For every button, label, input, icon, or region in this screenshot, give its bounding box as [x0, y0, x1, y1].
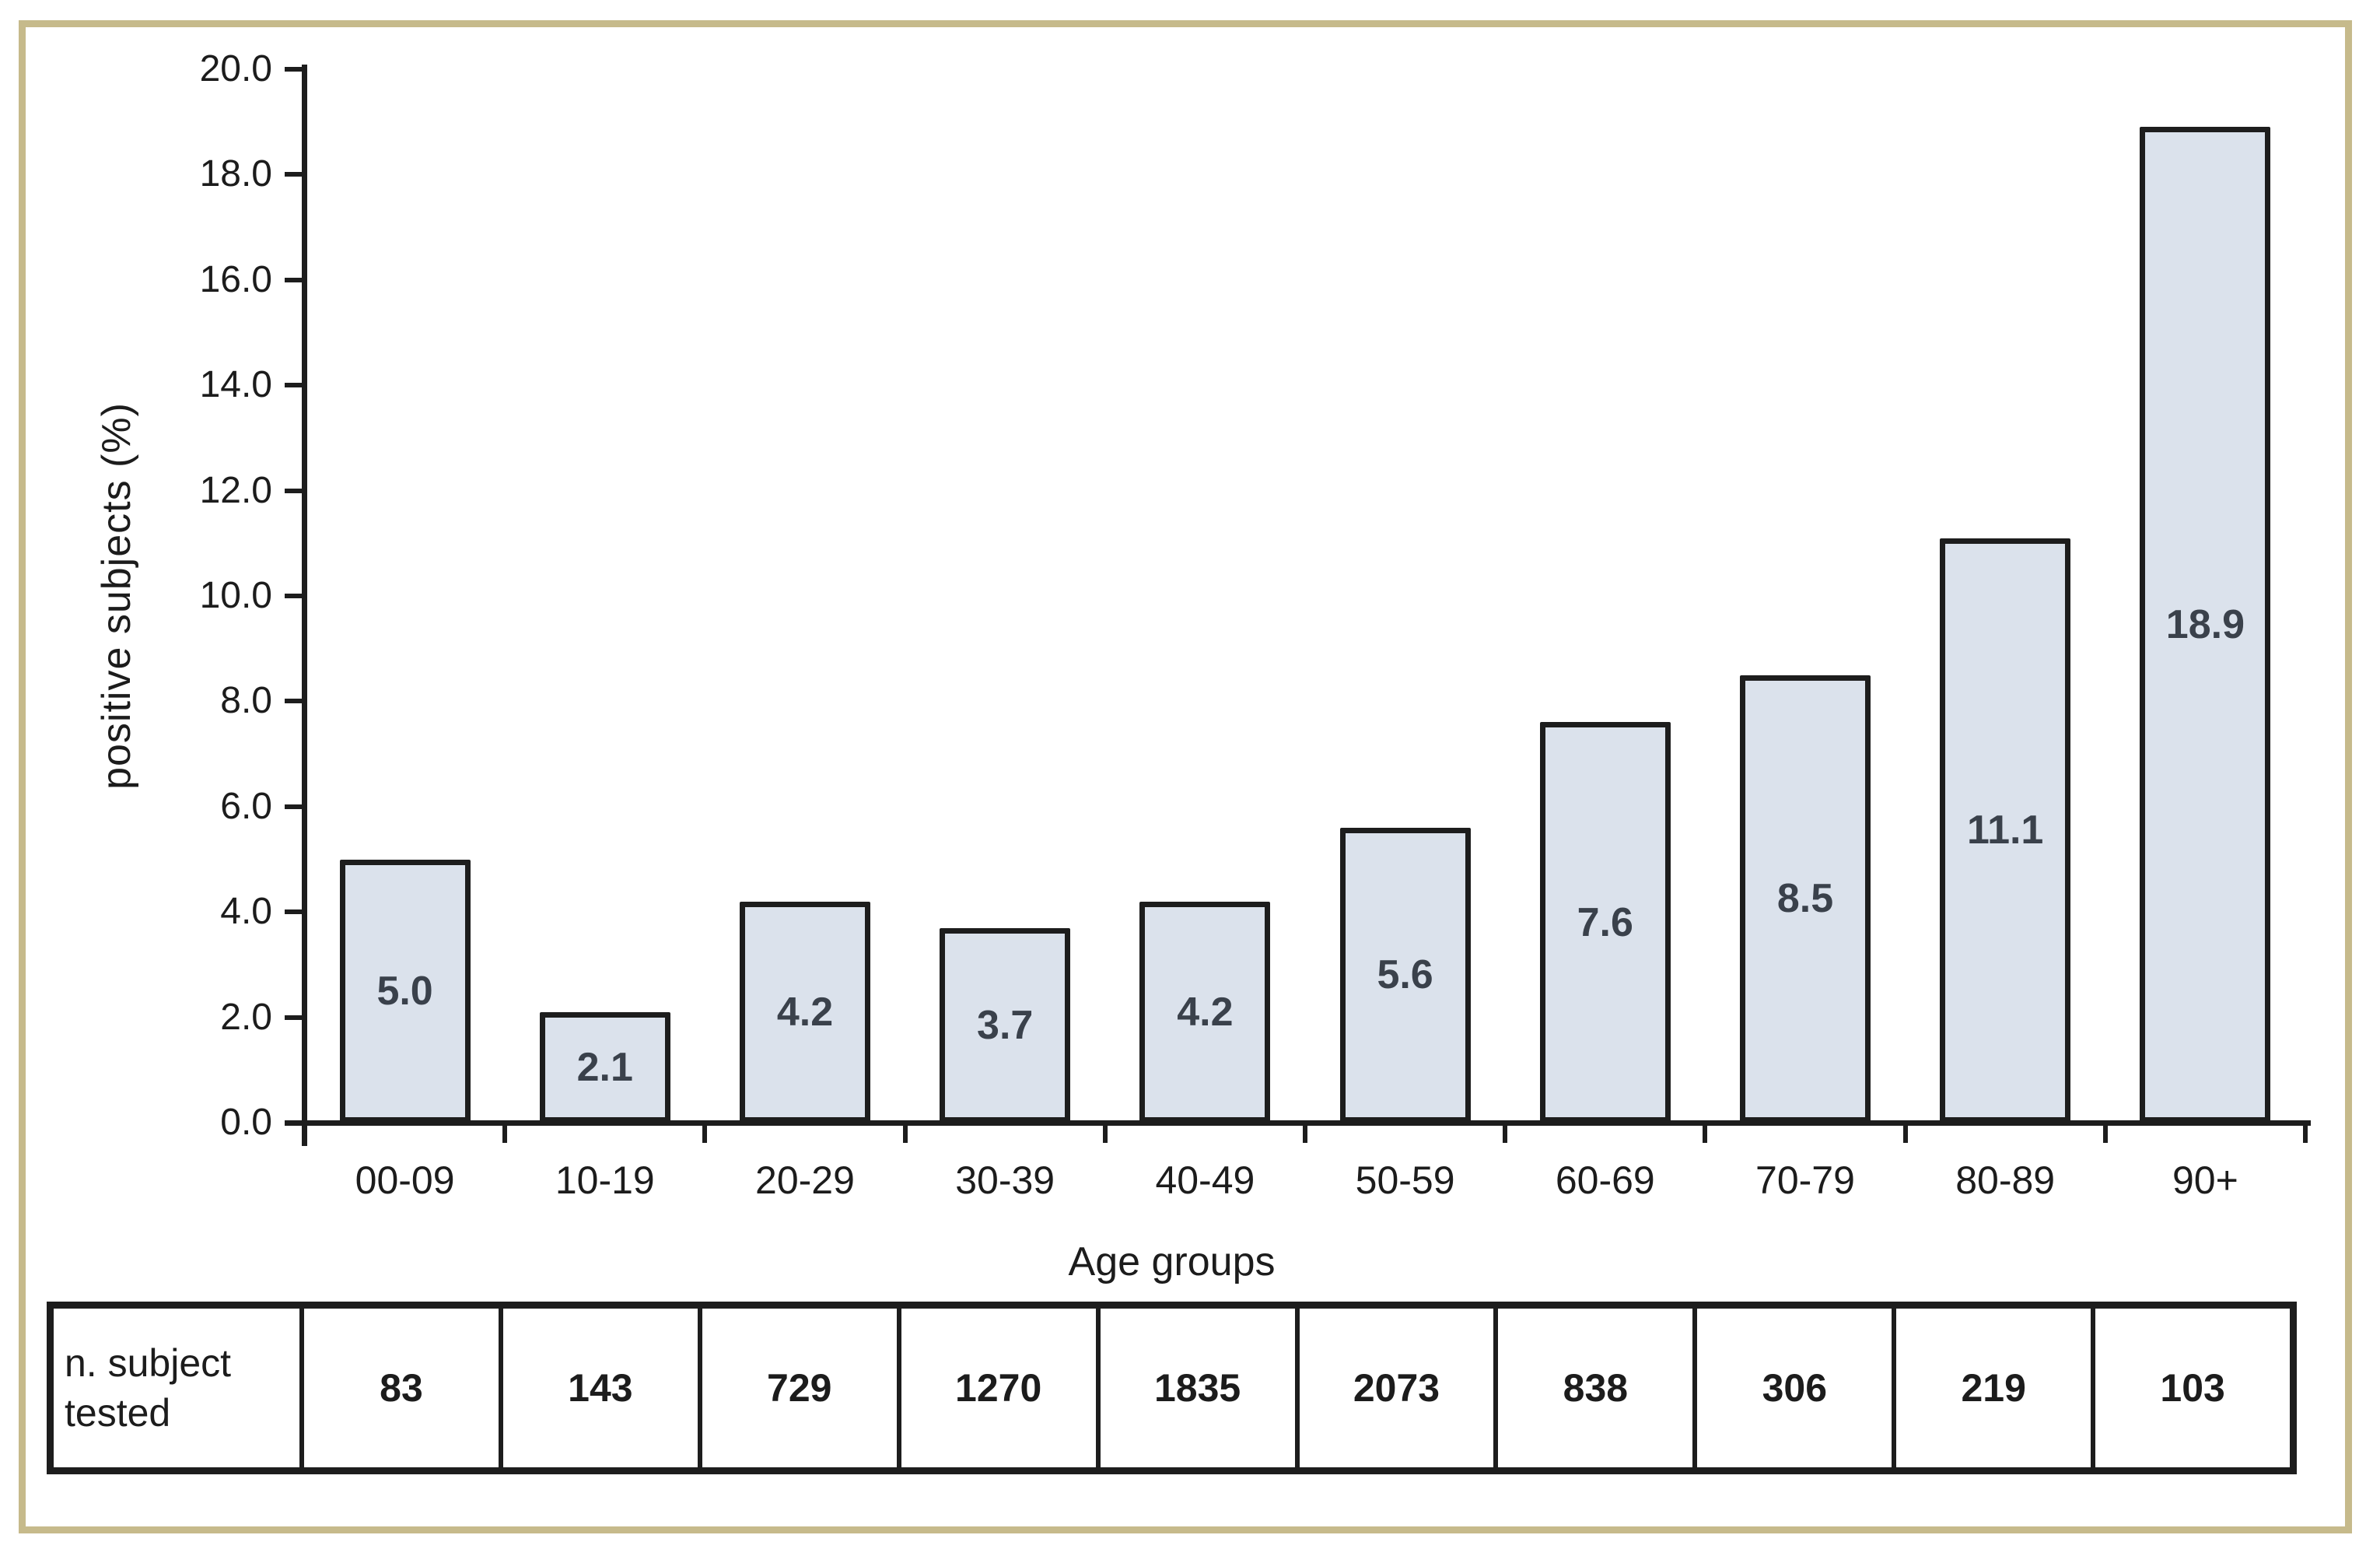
- y-axis-tick: [285, 804, 305, 809]
- x-category-label: 30-39: [955, 1158, 1055, 1202]
- x-axis-tick: [303, 1126, 307, 1143]
- bar: 3.7: [940, 927, 1071, 1123]
- table-cell: 83: [304, 1309, 503, 1467]
- table-cell: 1270: [901, 1309, 1101, 1467]
- table-cell: 838: [1498, 1309, 1698, 1467]
- table-header-cell: n. subject tested: [54, 1309, 304, 1467]
- bar-value-label: 5.0: [376, 968, 433, 1014]
- y-axis-tick: [285, 172, 305, 177]
- x-category-label: 60-69: [1555, 1158, 1655, 1202]
- bar: 7.6: [1539, 722, 1671, 1123]
- table-cell: 219: [1896, 1309, 2096, 1467]
- x-axis-tick: [502, 1126, 508, 1143]
- bar: 18.9: [2140, 127, 2271, 1123]
- x-axis-tick: [1303, 1126, 1307, 1143]
- bar-value-label: 8.5: [1776, 876, 1834, 922]
- x-axis-tick: [1703, 1126, 1708, 1143]
- x-category-label: 90+: [2172, 1158, 2238, 1202]
- bar: 5.6: [1339, 827, 1471, 1123]
- x-category-label: 00-09: [355, 1158, 455, 1202]
- y-tick-label: 18.0: [199, 153, 272, 195]
- bar: 11.1: [1940, 538, 2071, 1123]
- y-tick-label: 2.0: [220, 996, 272, 1038]
- table-cell: 143: [503, 1309, 702, 1467]
- y-tick-label: 8.0: [220, 680, 272, 722]
- figure-border-frame: [19, 20, 2352, 1533]
- y-tick-label: 16.0: [199, 258, 272, 300]
- bar-value-label: 18.9: [2165, 602, 2245, 648]
- y-axis-tick: [285, 277, 305, 282]
- subjects-tested-table: n. subject tested 83 143 729 1270 1835 2073 83…: [47, 1302, 2297, 1474]
- y-tick-label: 14.0: [199, 364, 272, 406]
- bar-value-label: 2.1: [576, 1044, 633, 1090]
- bar-value-label: 5.6: [1377, 952, 1433, 998]
- y-axis-line: [302, 65, 307, 1146]
- y-tick-label: 20.0: [199, 48, 272, 89]
- x-axis-tick: [1102, 1126, 1108, 1143]
- bar-value-label: 3.7: [977, 1002, 1034, 1048]
- x-category-label: 50-59: [1355, 1158, 1455, 1202]
- bar: 4.2: [740, 901, 870, 1123]
- bar-value-label: 4.2: [1177, 989, 1234, 1035]
- y-tick-label: 0.0: [220, 1102, 272, 1143]
- x-category-label: 10-19: [555, 1158, 655, 1202]
- y-axis-tick: [285, 594, 305, 598]
- x-axis-line: [285, 1120, 2311, 1126]
- table-cell: 103: [2160, 1366, 2225, 1410]
- y-axis-tick: [285, 67, 305, 72]
- table-cell: 2073: [1300, 1309, 1499, 1467]
- bar: 4.2: [1139, 901, 1271, 1123]
- x-category-label: 70-79: [1755, 1158, 1855, 1202]
- bar-value-label: 7.6: [1577, 899, 1633, 945]
- table-cell: 306: [1697, 1309, 1897, 1467]
- x-axis-tick: [2303, 1126, 2308, 1143]
- y-tick-label: 12.0: [199, 469, 272, 511]
- bar: 2.1: [539, 1011, 670, 1123]
- x-axis-tick: [1503, 1126, 1508, 1143]
- x-category-label: 40-49: [1155, 1158, 1255, 1202]
- x-axis-title: Age groups: [1068, 1239, 1276, 1284]
- x-category-label: 20-29: [755, 1158, 855, 1202]
- x-axis-tick: [902, 1126, 908, 1143]
- x-category-label: 80-89: [1955, 1158, 2056, 1202]
- y-axis-tick: [285, 1015, 305, 1020]
- bar-value-label: 4.2: [776, 989, 834, 1035]
- x-axis-tick: [702, 1126, 708, 1143]
- y-tick-label: 10.0: [199, 575, 272, 616]
- x-axis-tick: [2102, 1126, 2108, 1143]
- y-axis-tick: [285, 699, 305, 704]
- y-axis-tick: [285, 909, 305, 915]
- y-tick-label: 4.0: [220, 891, 272, 933]
- bar: 5.0: [339, 859, 471, 1123]
- bar-value-label: 11.1: [1967, 808, 2044, 853]
- bar: 8.5: [1740, 675, 1871, 1123]
- table-cell: 1835: [1101, 1309, 1300, 1467]
- y-axis-tick: [285, 1120, 305, 1125]
- y-axis-tick: [285, 488, 305, 493]
- table-cell: 729: [702, 1309, 901, 1467]
- y-tick-label: 6.0: [220, 785, 272, 827]
- y-axis-tick: [285, 383, 305, 388]
- x-axis-tick: [1902, 1126, 1908, 1143]
